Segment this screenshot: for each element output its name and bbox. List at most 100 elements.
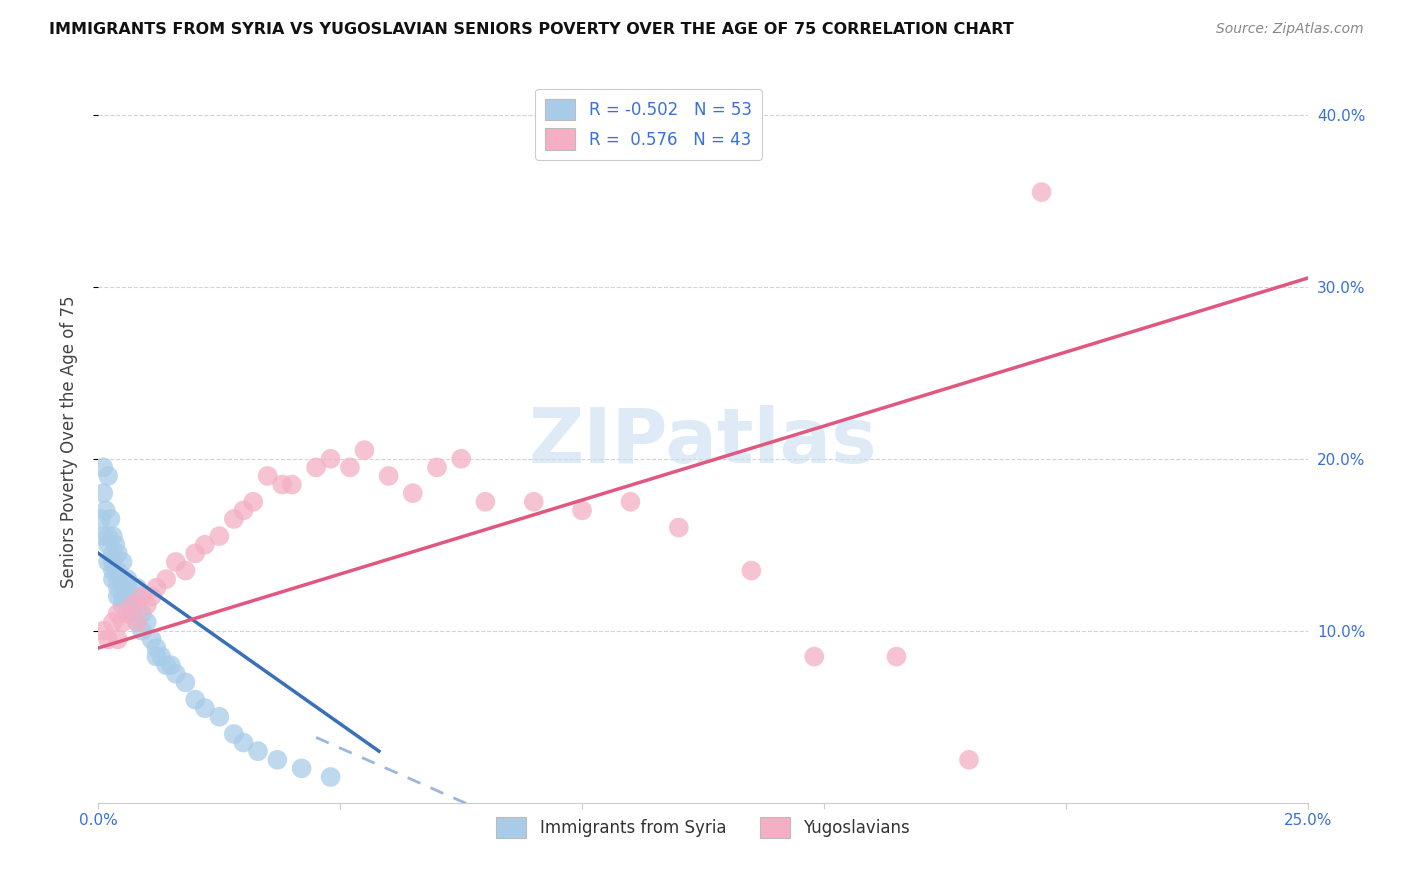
Point (131, 607, 153, 621)
Point (141, 590, 163, 604)
Point (101, 615, 124, 630)
Point (208, 529, 231, 543)
Point (174, 675, 197, 690)
Point (121, 598, 143, 612)
Point (242, 494, 264, 508)
Point (117, 581, 139, 595)
Point (1031, 185, 1053, 199)
Point (740, 564, 762, 578)
Point (90, 512, 112, 526)
Text: ZIPatlas: ZIPatlas (529, 405, 877, 478)
Point (117, 572, 139, 586)
Point (131, 590, 153, 604)
Point (97, 538, 120, 552)
Point (111, 572, 134, 586)
Point (131, 624, 153, 638)
Point (668, 520, 690, 534)
Point (101, 529, 124, 543)
Point (290, 761, 312, 775)
Point (97, 555, 120, 569)
Text: Source: ZipAtlas.com: Source: ZipAtlas.com (1216, 22, 1364, 37)
Point (107, 607, 129, 621)
Point (155, 572, 177, 586)
Point (145, 640, 167, 655)
Point (247, 744, 270, 758)
Point (104, 538, 127, 552)
Point (145, 649, 167, 664)
Point (97, 632, 120, 647)
Point (271, 477, 294, 491)
Point (281, 477, 304, 491)
Point (97, 529, 120, 543)
Point (127, 598, 149, 612)
Point (127, 615, 149, 630)
Point (135, 615, 157, 630)
Point (208, 710, 231, 724)
Point (107, 564, 129, 578)
Point (619, 494, 641, 508)
Point (107, 581, 129, 595)
Point (232, 735, 254, 749)
Point (377, 469, 399, 483)
Point (165, 555, 187, 569)
Point (135, 598, 157, 612)
Point (101, 555, 124, 569)
Point (91, 460, 114, 475)
Point (957, 753, 980, 767)
Point (174, 564, 197, 578)
Point (266, 753, 288, 767)
Point (402, 486, 425, 500)
Point (222, 727, 245, 741)
Point (523, 494, 546, 508)
Point (165, 666, 187, 681)
Point (474, 494, 496, 508)
Point (121, 590, 143, 604)
Point (111, 615, 134, 630)
Point (571, 503, 593, 517)
Point (107, 572, 129, 586)
Y-axis label: Seniors Poverty Over the Age of 75: Seniors Poverty Over the Age of 75 (59, 295, 77, 588)
Legend: Immigrants from Syria, Yugoslavians: Immigrants from Syria, Yugoslavians (489, 810, 917, 845)
Point (97, 469, 120, 483)
Point (319, 451, 342, 466)
Point (353, 443, 375, 458)
Point (111, 598, 134, 612)
Point (145, 581, 167, 595)
Point (100, 512, 122, 526)
Point (155, 658, 177, 673)
Point (150, 649, 173, 664)
Point (803, 649, 825, 664)
Point (107, 590, 129, 604)
Point (91, 486, 114, 500)
Point (339, 460, 361, 475)
Point (426, 460, 449, 475)
Point (256, 469, 278, 483)
Point (305, 460, 328, 475)
Point (184, 546, 207, 560)
Point (94, 503, 117, 517)
Point (222, 512, 245, 526)
Point (886, 649, 908, 664)
Point (117, 607, 139, 621)
Point (160, 658, 183, 673)
Point (111, 555, 134, 569)
Text: IMMIGRANTS FROM SYRIA VS YUGOSLAVIAN SENIORS POVERTY OVER THE AGE OF 75 CORRELAT: IMMIGRANTS FROM SYRIA VS YUGOSLAVIAN SEN… (49, 22, 1014, 37)
Point (141, 632, 163, 647)
Point (91, 624, 114, 638)
Point (117, 598, 139, 612)
Point (101, 572, 124, 586)
Point (101, 546, 124, 560)
Point (111, 590, 134, 604)
Point (232, 503, 254, 517)
Point (107, 632, 129, 647)
Point (127, 581, 149, 595)
Point (450, 451, 472, 466)
Point (184, 692, 207, 706)
Point (91, 529, 114, 543)
Point (127, 615, 149, 630)
Point (107, 546, 129, 560)
Point (194, 538, 217, 552)
Point (121, 607, 143, 621)
Point (194, 701, 217, 715)
Point (101, 564, 124, 578)
